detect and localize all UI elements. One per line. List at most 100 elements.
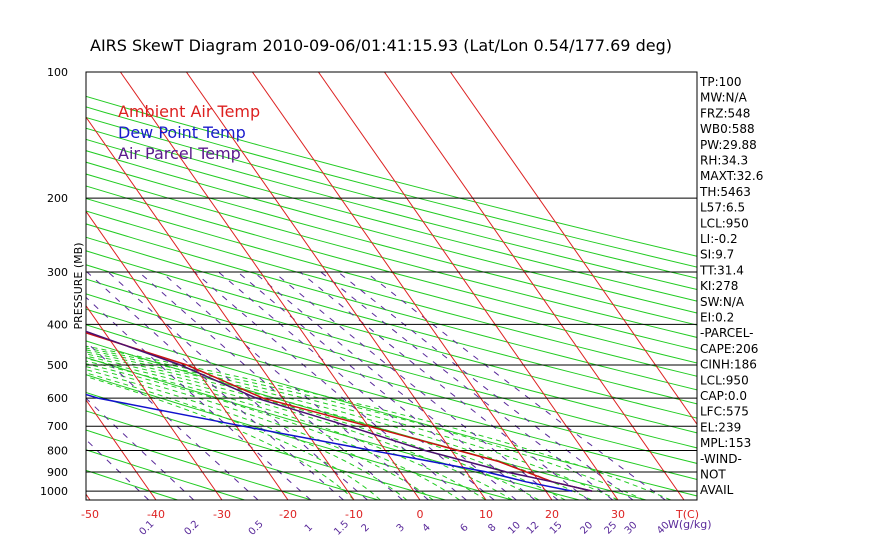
index-label: MW:N/A (700, 91, 748, 105)
mixing-ratio-tick-label: 2 (360, 522, 372, 534)
dry-adiabat (86, 374, 513, 500)
pressure-tick-label: 1000 (40, 485, 68, 498)
dry-adiabat (86, 357, 580, 500)
moist-adiabat (86, 366, 434, 500)
legend: Ambient Air Temp Dew Point Temp Air Parcel… (118, 102, 260, 163)
dry-adiabat (86, 391, 446, 500)
dry-adiabat (86, 210, 697, 377)
moist-adiabat (86, 369, 408, 500)
series-line (86, 330, 593, 492)
moist-adiabat (86, 355, 540, 500)
mixing-ratio-tick-label: 10 (506, 520, 523, 537)
dry-adiabat (86, 116, 697, 279)
pressure-tick-label: 800 (47, 445, 68, 458)
chart-title: AIRS SkewT Diagram 2010-09-06/01:41:15.9… (90, 36, 672, 55)
isotherm (449, 72, 697, 426)
pressure-tick-label: 500 (47, 359, 68, 372)
axis-labels: 1002003004005006007008009001000PRESSURE … (40, 66, 712, 538)
dry-adiabat (86, 173, 697, 338)
dry-adiabat (86, 185, 697, 351)
index-label: SW:N/A (700, 295, 745, 309)
pressure-tick-label: 900 (47, 466, 68, 479)
isotherm (251, 72, 553, 500)
dry-adiabat (86, 197, 697, 364)
mixing-ratio-line (273, 271, 559, 500)
mixing-ratio-line (86, 341, 259, 500)
y-axis-label: PRESSURE (MB) (72, 243, 85, 330)
dry-adiabat (86, 106, 697, 268)
isotherm (0, 72, 24, 500)
dry-adiabat (86, 138, 697, 302)
isotherm (86, 116, 355, 500)
dry-adiabat (86, 449, 245, 500)
mixing-ratio-tick-label: 30 (623, 520, 640, 537)
legend-entry: Dew Point Temp (118, 123, 246, 142)
bottom-temp-tick-label: 0 (417, 508, 424, 521)
index-label: L57:6.5 (700, 201, 745, 215)
bottom-temp-tick-label: -50 (81, 508, 99, 521)
legend-entry: Ambient Air Temp (118, 102, 260, 121)
index-label: TH:5463 (699, 185, 751, 199)
mixing-ratio-tick-label: 3 (395, 522, 407, 534)
dry-adiabat (86, 293, 697, 464)
index-label: CAP:0.0 (700, 389, 747, 403)
pressure-tick-label: 400 (47, 318, 68, 331)
index-label: LI:-0.2 (700, 232, 738, 246)
moist-adiabat (86, 353, 566, 500)
mixing-ratio-line (86, 271, 344, 500)
mixing-ratio-line (320, 271, 614, 500)
mixing-ratio-lines (86, 271, 666, 500)
mixing-ratio-tick-label: 0.2 (182, 519, 201, 538)
plot-frame (85, 71, 698, 501)
index-label: TT:31.4 (699, 263, 744, 277)
bottom-temp-tick-label: -40 (147, 508, 165, 521)
index-label: AVAIL (700, 483, 734, 497)
dry-adiabat (86, 308, 697, 480)
dry-adiabat (86, 236, 697, 405)
series-line (86, 332, 593, 492)
index-label: KI:278 (700, 279, 738, 293)
index-label: FRZ:548 (700, 106, 750, 120)
mixing-ratio-line (86, 397, 195, 500)
mixing-ratio-line (337, 271, 634, 500)
moist-adiabat (86, 351, 592, 500)
index-label: EI:0.2 (700, 311, 734, 325)
isotherm (185, 72, 487, 500)
dry-adiabat (86, 264, 697, 434)
mixing-ratio-tick-label: 15 (548, 520, 565, 537)
moist-adiabat (86, 349, 619, 500)
index-label: SI:9.7 (700, 248, 734, 262)
index-label: MPL:153 (700, 436, 751, 450)
index-label: NOT (700, 468, 726, 482)
mixing-ratio-line (138, 271, 403, 500)
index-label: LFC:575 (700, 405, 749, 419)
isotherm (86, 210, 289, 500)
bottom-temp-tick-label: -20 (279, 508, 297, 521)
bottom-temp-tick-label: 20 (545, 508, 559, 521)
index-label: WB0:588 (700, 122, 755, 136)
bottom-temp-tick-label: -30 (213, 508, 231, 521)
mixing-ratio-unit-label: W(g/kg) (668, 518, 712, 531)
dry-adiabat (86, 95, 697, 257)
legend-entry: Air Parcel Temp (118, 144, 241, 163)
moist-adiabat (86, 347, 645, 500)
pressure-tick-label: 300 (47, 266, 68, 279)
isotherm (119, 72, 421, 500)
pressure-tick-label: 100 (47, 66, 68, 79)
index-label: LCL:950 (700, 373, 749, 387)
index-label: CINH:186 (700, 358, 757, 372)
pressure-tick-label: 200 (47, 192, 68, 205)
moist-adiabat (86, 360, 487, 500)
bottom-temp-tick-label: 30 (611, 508, 625, 521)
isotherms (0, 72, 697, 500)
mixing-ratio-line (86, 296, 312, 500)
dry-adiabats (86, 95, 697, 500)
index-label: TP:100 (699, 75, 742, 89)
mixing-ratio-line (299, 271, 589, 500)
mixing-ratio-line (107, 271, 368, 500)
mixing-ratio-tick-label: 25 (603, 520, 620, 537)
mixing-ratio-tick-label: 4 (421, 522, 433, 534)
isotherm (86, 304, 223, 500)
dry-adiabat (86, 127, 697, 291)
dry-adiabat (86, 278, 697, 449)
